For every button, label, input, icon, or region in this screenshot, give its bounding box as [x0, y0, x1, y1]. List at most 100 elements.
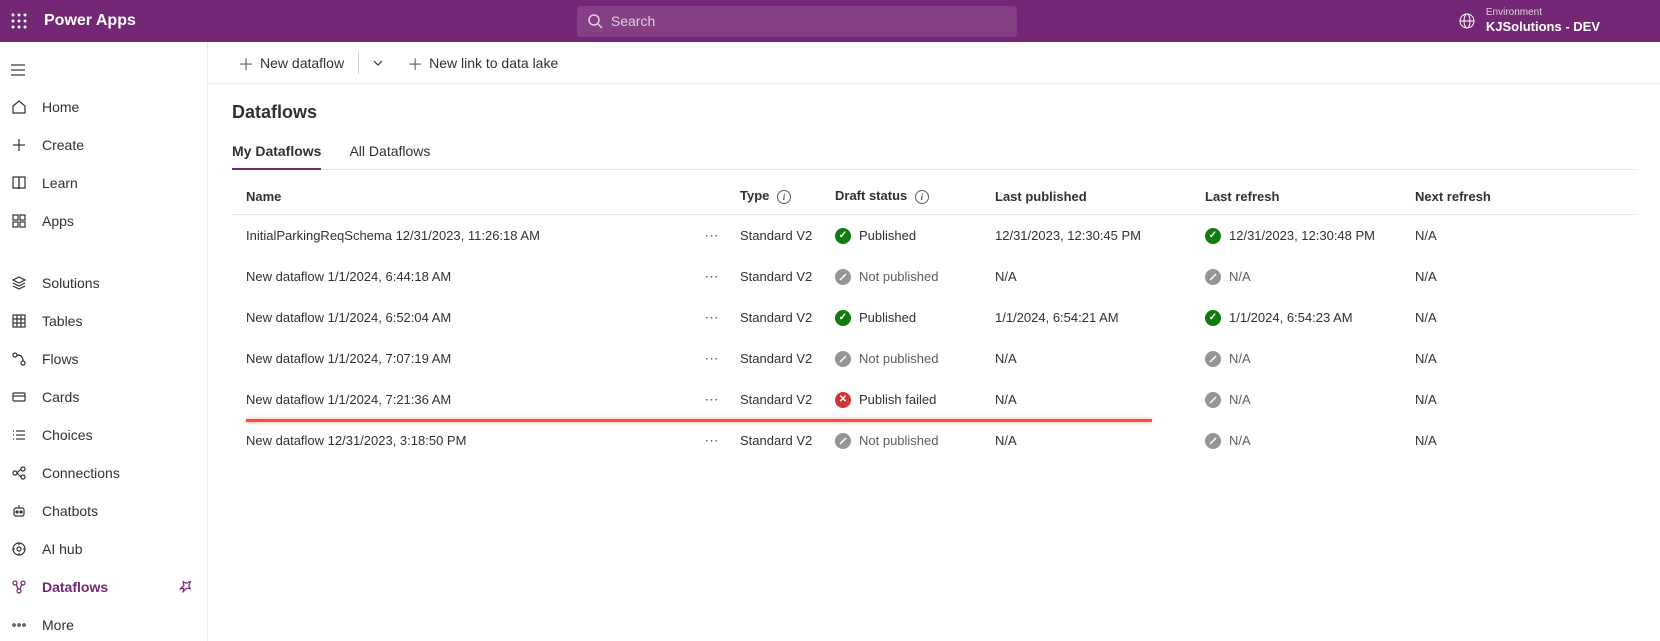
grid-icon: [10, 212, 28, 230]
sidebar-item-chatbots[interactable]: Chatbots: [0, 492, 207, 530]
sidebar-item-learn[interactable]: Learn: [0, 164, 207, 202]
col-header-status[interactable]: Draft status i: [827, 178, 987, 215]
app-launcher-button[interactable]: [0, 0, 38, 42]
check-icon: ✓: [1205, 310, 1221, 326]
sidebar-item-dataflows[interactable]: Dataflows: [0, 568, 207, 606]
table-row[interactable]: New dataflow 1/1/2024, 6:44:18 AM ⋯ Standa…: [232, 256, 1636, 297]
col-header-last-refresh[interactable]: Last refresh: [1197, 178, 1407, 215]
cell-last-published: N/A: [987, 256, 1197, 297]
row-more-button[interactable]: ⋯: [705, 268, 720, 284]
row-more-button[interactable]: ⋯: [705, 309, 720, 325]
col-header-next-refresh[interactable]: Next refresh: [1407, 178, 1636, 215]
environment-label: Environment: [1486, 7, 1600, 19]
sidebar-toggle[interactable]: [0, 52, 207, 88]
table-row[interactable]: New dataflow 1/1/2024, 7:21:36 AM ⋯ Standa…: [232, 379, 1636, 420]
sidebar-item-more[interactable]: More: [0, 606, 207, 641]
cell-status: ✓Published: [835, 310, 979, 326]
disabled-icon: [1205, 269, 1221, 285]
row-more-button[interactable]: ⋯: [705, 227, 720, 243]
check-icon: ✓: [835, 228, 851, 244]
search-box[interactable]: [577, 6, 1017, 37]
global-header: Power Apps Environment KJSolutions - DEV: [0, 0, 1660, 42]
cell-name: New dataflow 1/1/2024, 7:21:36 AM: [232, 379, 692, 420]
table-row[interactable]: New dataflow 12/31/2023, 3:18:50 PM⋯Stan…: [232, 420, 1636, 461]
dataflows-table: Name Type i Draft status i Last publishe…: [232, 178, 1636, 461]
cell-status: Not published: [835, 433, 979, 449]
disabled-icon: [1205, 351, 1221, 367]
sidebar-item-ai-hub[interactable]: AI hub: [0, 530, 207, 568]
row-more-button[interactable]: ⋯: [705, 432, 720, 448]
sidebar-item-tables[interactable]: Tables: [0, 302, 207, 340]
cell-last-published: 1/1/2024, 6:54:21 AM: [987, 297, 1197, 338]
sidebar-item-choices[interactable]: Choices: [0, 416, 207, 454]
info-icon[interactable]: i: [915, 190, 929, 204]
disabled-icon: [1205, 392, 1221, 408]
cell-name: New dataflow 1/1/2024, 6:52:04 AM: [232, 297, 692, 338]
command-divider: [358, 52, 359, 74]
cell-status: Not published: [835, 269, 979, 285]
app-title: Power Apps: [38, 12, 136, 30]
table-row[interactable]: New dataflow 1/1/2024, 7:07:19 AM⋯Standa…: [232, 338, 1636, 379]
cell-last-refresh: ✓12/31/2023, 12:30:48 PM: [1205, 228, 1399, 244]
sidebar-item-home[interactable]: Home: [0, 88, 207, 126]
pin-icon[interactable]: [179, 579, 193, 596]
error-icon: ✕: [835, 392, 851, 408]
sidebar-item-create[interactable]: Create: [0, 126, 207, 164]
sidebar-item-flows[interactable]: Flows: [0, 340, 207, 378]
cell-name: New dataflow 12/31/2023, 3:18:50 PM: [232, 420, 692, 461]
search-input[interactable]: [611, 13, 1007, 29]
cell-name: New dataflow 1/1/2024, 6:44:18 AM: [232, 256, 692, 297]
row-more-button[interactable]: ⋯: [705, 350, 720, 366]
search-icon: [587, 13, 603, 29]
cell-type: Standard V2: [732, 379, 827, 420]
hamburger-icon: [10, 62, 26, 78]
new-dataflow-label: New dataflow: [260, 55, 344, 71]
flow-icon: [10, 350, 28, 368]
sidebar-item-label: Connections: [42, 465, 120, 481]
cell-last-published: 12/31/2023, 12:30:45 PM: [987, 215, 1197, 257]
page-title: Dataflows: [232, 102, 1636, 123]
cell-next-refresh: N/A: [1407, 256, 1636, 297]
bot-icon: [10, 502, 28, 520]
new-dataflow-dropdown[interactable]: [363, 42, 393, 84]
check-icon: ✓: [1205, 228, 1221, 244]
book-icon: [10, 174, 28, 192]
tab-my-dataflows[interactable]: My Dataflows: [232, 143, 321, 169]
sidebar-item-apps[interactable]: Apps: [0, 202, 207, 240]
cell-next-refresh: N/A: [1407, 420, 1636, 461]
info-icon[interactable]: i: [777, 190, 791, 204]
cell-last-refresh: N/A: [1205, 351, 1399, 367]
waffle-icon: [11, 13, 27, 29]
sidebar-item-label: AI hub: [42, 541, 82, 557]
sidebar-item-label: Tables: [42, 313, 82, 329]
cell-type: Standard V2: [732, 256, 827, 297]
cell-last-published: N/A: [987, 379, 1197, 420]
sidebar-item-label: Apps: [42, 213, 74, 229]
cell-last-refresh: ✓1/1/2024, 6:54:23 AM: [1205, 310, 1399, 326]
sidebar-item-label: More: [42, 617, 74, 633]
table-row[interactable]: New dataflow 1/1/2024, 6:52:04 AM⋯Standa…: [232, 297, 1636, 338]
col-header-last-published[interactable]: Last published: [987, 178, 1197, 215]
new-link-label: New link to data lake: [429, 55, 558, 71]
cell-status: ✕Publish failed: [835, 392, 979, 408]
row-more-button[interactable]: ⋯: [705, 391, 720, 407]
cell-last-refresh: N/A: [1205, 392, 1399, 408]
environment-picker[interactable]: Environment KJSolutions - DEV: [1458, 7, 1660, 35]
col-header-type[interactable]: Type i: [732, 178, 827, 215]
search-container: [136, 6, 1458, 37]
sidebar-item-solutions[interactable]: Solutions: [0, 264, 207, 302]
sidebar-item-label: Home: [42, 99, 79, 115]
plus-icon: ＋: [238, 51, 254, 75]
sidebar-item-connections[interactable]: Connections: [0, 454, 207, 492]
sidebar-item-label: Dataflows: [42, 579, 108, 595]
table-row[interactable]: InitialParkingReqSchema 12/31/2023, 11:2…: [232, 215, 1636, 257]
sidebar-item-cards[interactable]: Cards: [0, 378, 207, 416]
cell-name: New dataflow 1/1/2024, 7:07:19 AM: [232, 338, 692, 379]
new-link-button[interactable]: ＋ New link to data lake: [397, 42, 568, 84]
new-dataflow-button[interactable]: ＋ New dataflow: [228, 42, 354, 84]
cell-next-refresh: N/A: [1407, 215, 1636, 257]
main-content: ＋ New dataflow ＋ New link to data lake D…: [208, 42, 1660, 641]
tab-all-dataflows[interactable]: All Dataflows: [349, 143, 430, 169]
col-header-name[interactable]: Name: [232, 178, 692, 215]
sidebar: HomeCreateLearnAppsSolutionsTablesFlowsC…: [0, 42, 208, 641]
